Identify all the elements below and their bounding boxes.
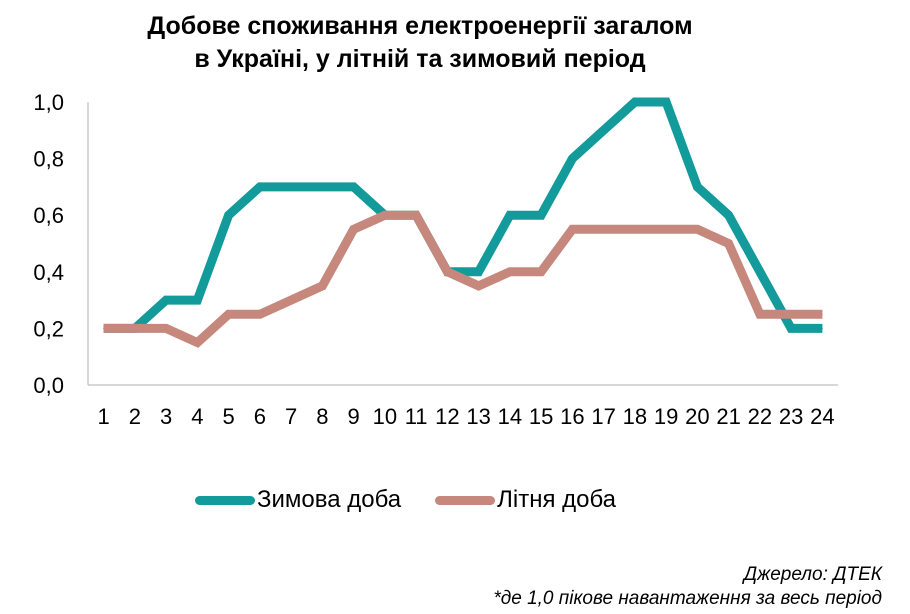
data-point-summer	[196, 342, 198, 344]
legend-swatch-summer	[435, 495, 496, 505]
x-tick-label: 16	[560, 404, 584, 429]
y-tick-label: 1,0	[33, 90, 64, 115]
x-tick-label: 23	[779, 404, 803, 429]
data-point-winter	[353, 186, 355, 188]
chart-series	[103, 97, 823, 348]
x-tick-label: 15	[529, 404, 553, 429]
x-tick-label: 22	[748, 404, 772, 429]
y-axis-ticks: 0,0 0,2 0,4 0,6 0,8 1,0	[33, 90, 64, 398]
data-point-winter	[540, 214, 542, 216]
data-point-summer	[696, 228, 698, 230]
legend-label-summer: Літня доба	[497, 486, 617, 513]
y-tick-label: 0,0	[33, 373, 64, 398]
x-tick-label: 3	[160, 404, 172, 429]
y-tick-label: 0,2	[33, 316, 64, 341]
data-point-summer	[384, 214, 386, 216]
data-point-summer	[165, 327, 167, 329]
y-tick-label: 0,6	[33, 203, 64, 228]
data-point-winter	[571, 158, 573, 160]
legend-item-summer: Літня доба	[435, 486, 616, 514]
data-point-winter	[790, 327, 792, 329]
data-point-winter	[196, 299, 198, 301]
x-tick-label: 14	[498, 404, 522, 429]
data-point-summer	[228, 313, 230, 315]
data-point-summer	[321, 285, 323, 287]
data-point-summer	[728, 243, 730, 244]
data-point-summer	[790, 313, 792, 315]
data-point-summer	[759, 313, 761, 315]
data-point-summer	[665, 228, 667, 230]
data-point-summer	[259, 313, 261, 315]
x-tick-label: 4	[191, 404, 203, 429]
series-line-summer	[103, 210, 823, 348]
data-point-winter	[228, 214, 230, 216]
data-point-winter	[509, 214, 511, 216]
x-tick-label: 9	[348, 404, 360, 429]
data-point-winter	[728, 214, 730, 216]
data-point-winter	[165, 299, 167, 301]
data-point-summer	[634, 228, 636, 230]
x-tick-label: 12	[435, 404, 459, 429]
x-tick-label: 2	[129, 404, 141, 429]
data-point-winter	[603, 129, 605, 131]
data-point-summer	[509, 271, 511, 273]
data-point-summer	[603, 228, 605, 230]
data-point-summer	[571, 228, 573, 230]
x-tick-label: 21	[716, 404, 740, 429]
x-tick-label: 8	[316, 404, 328, 429]
source-note: Джерело: ДТЕК	[743, 564, 882, 585]
x-tick-label: 11	[405, 404, 428, 429]
y-tick-label: 0,8	[33, 147, 64, 172]
data-point-summer	[446, 271, 448, 273]
x-tick-label: 17	[591, 404, 615, 429]
data-point-summer	[290, 299, 292, 301]
legend-swatch-winter	[195, 495, 255, 505]
footnote: *де 1,0 пікове навантаження за весь пері…	[493, 588, 882, 609]
data-point-summer	[134, 327, 136, 329]
x-tick-label: 20	[685, 404, 709, 429]
chart-title-line-1: Добове споживання електроенергії загалом	[147, 12, 693, 40]
legend-item-winter: Зимова доба	[195, 486, 401, 514]
chart-title: Добове споживання електроенергії загалом…	[0, 10, 840, 76]
data-point-summer	[415, 214, 417, 216]
chart-axes	[87, 102, 838, 386]
legend-label-winter: Зимова доба	[257, 486, 402, 513]
x-tick-label: 24	[810, 404, 834, 429]
data-point-winter	[696, 186, 698, 188]
data-point-winter	[478, 271, 480, 273]
x-tick-label: 5	[223, 404, 235, 429]
data-point-winter	[665, 101, 667, 103]
series-line-winter	[103, 97, 823, 333]
chart-legend: Зимова доба Літня доба	[195, 486, 650, 514]
y-tick-label: 0,4	[33, 260, 64, 285]
data-point-winter	[821, 327, 823, 329]
data-point-winter	[321, 186, 323, 188]
data-point-summer	[353, 228, 355, 230]
x-tick-label: 13	[466, 404, 490, 429]
x-tick-label: 19	[654, 404, 678, 429]
data-point-summer	[103, 327, 105, 329]
x-tick-label: 10	[373, 404, 397, 429]
data-point-summer	[821, 313, 823, 315]
data-point-winter	[759, 271, 761, 273]
data-point-summer	[478, 285, 480, 287]
data-point-winter	[290, 186, 292, 188]
chart-title-line-2: в Україні, у літній та зимовий період	[194, 45, 646, 73]
x-tick-label: 18	[623, 404, 647, 429]
data-point-summer	[540, 271, 542, 273]
x-tick-label: 7	[285, 404, 297, 429]
data-point-winter	[259, 186, 261, 188]
x-axis-ticks: 1 2 3 4 5 6 7 8 9 10 11 12 13 14 15 16 17 18 19 20 21 22 23 24	[98, 404, 835, 429]
data-point-winter	[634, 101, 636, 103]
x-tick-label: 6	[254, 404, 266, 429]
x-tick-label: 1	[98, 404, 110, 429]
